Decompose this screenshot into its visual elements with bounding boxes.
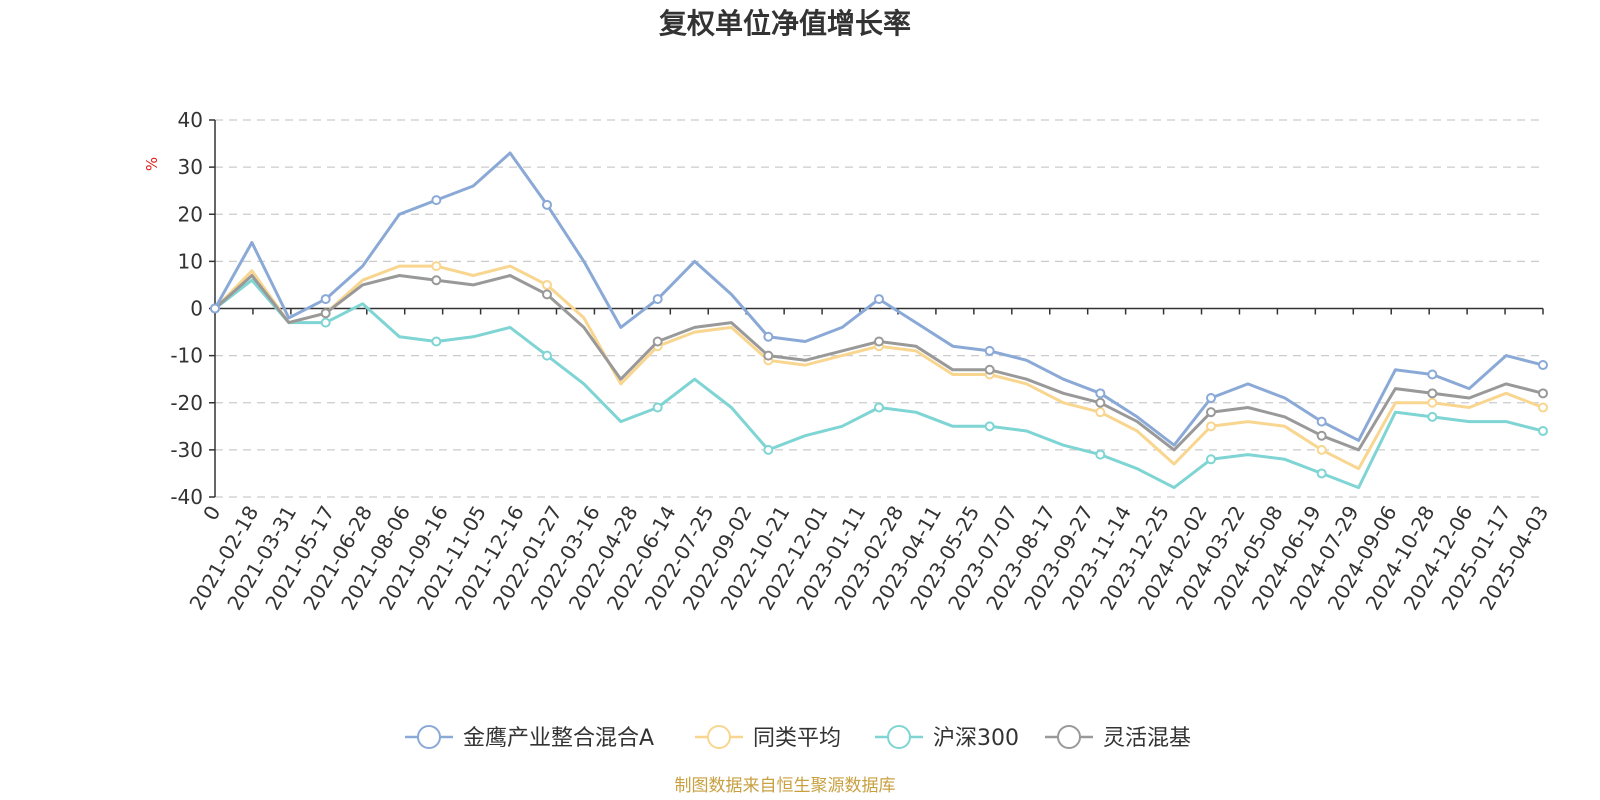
legend-item[interactable]: 灵活混基 <box>1045 725 1191 751</box>
legend-label: 同类平均 <box>753 726 841 751</box>
legend-swatch-marker <box>887 725 911 749</box>
data-point <box>320 308 331 319</box>
data-point <box>984 364 995 375</box>
data-point <box>1095 449 1106 460</box>
data-point <box>1095 397 1106 408</box>
y-tick-label: -20 <box>170 391 203 415</box>
x-tick-label: 0 <box>198 502 225 525</box>
data-point <box>1095 407 1106 418</box>
data-point <box>1206 393 1216 404</box>
y-tick-label: 10 <box>178 249 203 273</box>
legend-swatch-marker <box>707 725 731 749</box>
data-point <box>1538 426 1548 437</box>
data-point <box>320 294 331 305</box>
data-point <box>874 336 884 347</box>
data-point <box>763 444 774 455</box>
data-point <box>1316 444 1327 455</box>
data-point <box>542 199 552 210</box>
legend-label: 金鹰产业整合混合A <box>463 726 654 751</box>
data-point <box>1538 388 1548 399</box>
legend-label: 沪深300 <box>933 726 1019 751</box>
data-point <box>542 279 552 290</box>
y-tick-label: -30 <box>170 438 203 462</box>
legend-swatch-marker <box>417 725 441 749</box>
series-lines <box>210 151 1548 490</box>
data-point <box>431 275 442 286</box>
data-point <box>874 402 884 413</box>
data-point <box>984 345 995 356</box>
data-point <box>1427 397 1438 408</box>
axes: 403020100-10-20-30-4002021-02-182021-03-… <box>170 108 1553 614</box>
y-tick-label: 40 <box>178 108 203 132</box>
legend[interactable]: 金鹰产业整合混合A 同类平均 沪深300 灵活混基 <box>405 725 1191 751</box>
data-point <box>652 294 663 305</box>
data-point <box>763 350 774 361</box>
data-point <box>431 261 442 272</box>
legend-item[interactable]: 金鹰产业整合混合A <box>405 725 654 751</box>
data-point <box>652 336 663 347</box>
data-point <box>1206 454 1216 465</box>
y-tick-label: 0 <box>190 297 203 321</box>
source-note: 制图数据来自恒生聚源数据库 <box>675 776 896 796</box>
data-point <box>1427 388 1438 399</box>
y-tick-label: -40 <box>170 485 203 509</box>
data-point <box>1206 421 1216 432</box>
y-axis-label: % <box>143 157 161 171</box>
data-point <box>1427 411 1438 422</box>
data-point <box>1316 416 1327 427</box>
data-point <box>431 195 442 206</box>
data-point <box>542 289 552 300</box>
data-point <box>763 331 774 342</box>
legend-label: 灵活混基 <box>1103 726 1191 751</box>
data-point <box>874 294 884 305</box>
data-point <box>431 336 442 347</box>
data-point <box>1095 388 1106 399</box>
y-tick-label: 30 <box>178 155 203 179</box>
data-point <box>1538 402 1548 413</box>
data-point <box>320 317 331 328</box>
y-tick-label: -10 <box>170 344 203 368</box>
data-point <box>1316 468 1327 479</box>
data-point <box>984 421 995 432</box>
y-tick-label: 20 <box>178 202 203 226</box>
series-line <box>214 278 1544 490</box>
chart-title: 复权单位净值增长率 <box>659 7 911 40</box>
legend-item[interactable]: 同类平均 <box>695 725 841 751</box>
data-point <box>1206 407 1216 418</box>
data-point <box>1427 369 1438 380</box>
data-point <box>210 303 220 314</box>
data-point <box>652 402 663 413</box>
legend-item[interactable]: 沪深300 <box>875 725 1019 751</box>
legend-swatch-marker <box>1057 725 1081 749</box>
data-point <box>542 350 552 361</box>
data-point <box>1538 360 1548 371</box>
data-point <box>1316 430 1327 441</box>
